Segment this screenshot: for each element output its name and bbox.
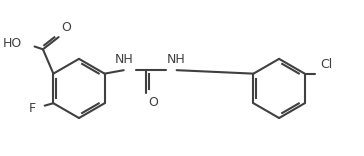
Text: Cl: Cl <box>320 58 333 71</box>
Text: O: O <box>62 21 71 34</box>
Text: F: F <box>29 102 36 115</box>
Text: NH: NH <box>167 53 186 66</box>
Text: HO: HO <box>3 37 22 49</box>
Text: NH: NH <box>114 53 133 66</box>
Text: O: O <box>148 96 158 109</box>
